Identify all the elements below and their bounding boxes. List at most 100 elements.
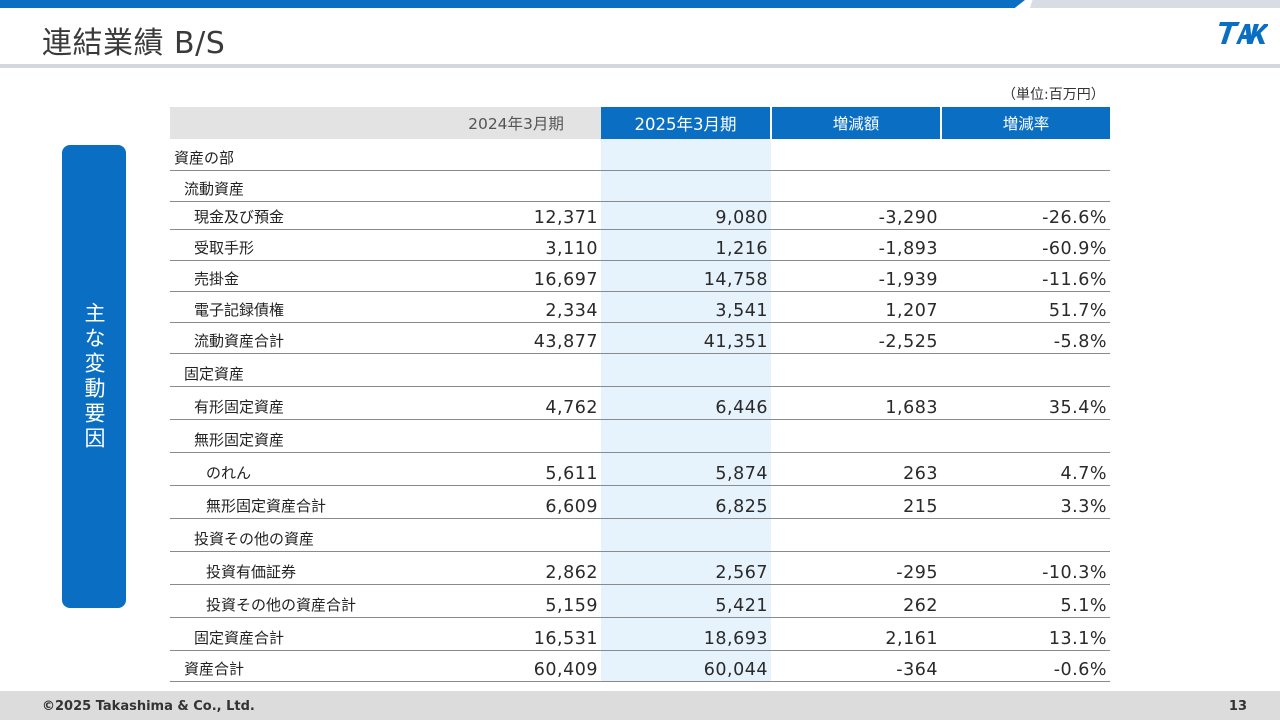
header-fy2024: 2024年3月期 (431, 107, 601, 139)
row-label: 電子記録債権 (170, 291, 431, 323)
value-change-amount: 2,161 (771, 617, 941, 651)
value-change-rate: 4.7% (941, 452, 1110, 486)
value-fy2024: 3,110 (431, 229, 601, 261)
value-fy2025 (601, 139, 771, 171)
value-fy2025: 41,351 (601, 322, 771, 354)
value-change-amount: 215 (771, 485, 941, 519)
value-change-amount (771, 518, 941, 552)
value-change-rate: 51.7% (941, 291, 1110, 323)
value-fy2025: 9,080 (601, 201, 771, 230)
table-row: 資産合計 60,409 60,044 -364 -0.6% (170, 650, 1110, 682)
value-fy2025: 2,567 (601, 551, 771, 585)
value-change-amount (771, 419, 941, 453)
table-row: 有形固定資産 4,762 6,446 1,683 35.4% (170, 386, 1110, 420)
main-factors-panel: 主な変動要因 (62, 145, 126, 608)
row-label: 固定資産合計 (170, 617, 431, 651)
top-accent-blue (0, 0, 1025, 8)
value-change-rate: -0.6% (941, 650, 1110, 682)
value-fy2025: 14,758 (601, 260, 771, 292)
table-row: 現金及び預金 12,371 9,080 -3,290 -26.6% (170, 201, 1110, 230)
header-fy2025: 2025年3月期 (601, 107, 771, 139)
value-change-amount: 263 (771, 452, 941, 486)
table-header-row: 2024年3月期 2025年3月期 増減額 増減率 (170, 107, 1110, 139)
footer: ©2025 Takashima & Co., Ltd. 13 (0, 691, 1280, 720)
unit-note: （単位:百万円） (1002, 87, 1105, 103)
value-change-amount (771, 353, 941, 387)
table-row: 流動資産 (170, 170, 1110, 202)
value-fy2024: 5,611 (431, 452, 601, 486)
value-fy2024: 4,762 (431, 386, 601, 420)
value-fy2024 (431, 419, 601, 453)
value-change-rate (941, 170, 1110, 202)
value-fy2024 (431, 353, 601, 387)
value-fy2024: 43,877 (431, 322, 601, 354)
value-fy2024: 6,609 (431, 485, 601, 519)
header-item (170, 107, 431, 139)
value-fy2025: 6,446 (601, 386, 771, 420)
value-change-rate (941, 419, 1110, 453)
value-change-rate: 13.1% (941, 617, 1110, 651)
header-change-rate: 増減率 (940, 107, 1110, 139)
row-label: 無形固定資産 (170, 419, 431, 453)
value-fy2024: 16,531 (431, 617, 601, 651)
header-change-amount: 増減額 (770, 107, 941, 139)
table-row: のれん 5,611 5,874 263 4.7% (170, 452, 1110, 486)
table-row: 受取手形 3,110 1,216 -1,893 -60.9% (170, 229, 1110, 261)
row-label: 資産合計 (170, 650, 431, 682)
value-fy2025: 5,421 (601, 584, 771, 618)
row-label: 流動資産 (170, 170, 431, 202)
table-row: 投資その他の資産 (170, 518, 1110, 552)
value-change-amount (771, 170, 941, 202)
table-row: 固定資産合計 16,531 18,693 2,161 13.1% (170, 617, 1110, 651)
table-row: 資産の部 (170, 139, 1110, 171)
value-fy2024: 60,409 (431, 650, 601, 682)
value-fy2025 (601, 518, 771, 552)
table-row: 無形固定資産 (170, 419, 1110, 453)
value-change-rate (941, 518, 1110, 552)
value-fy2025 (601, 419, 771, 453)
value-fy2025: 5,874 (601, 452, 771, 486)
row-label: 受取手形 (170, 229, 431, 261)
table-body: 資産の部 流動資産 現金及び預金 12,371 9,080 -3,290 -26.6% 受取手… (170, 139, 1110, 682)
value-change-rate: -11.6% (941, 260, 1110, 292)
value-change-rate: 35.4% (941, 386, 1110, 420)
value-change-rate: -26.6% (941, 201, 1110, 230)
table-row: 電子記録債権 2,334 3,541 1,207 51.7% (170, 291, 1110, 323)
value-change-amount: -364 (771, 650, 941, 682)
value-change-amount: -1,893 (771, 229, 941, 261)
value-change-rate (941, 139, 1110, 171)
value-change-rate: -5.8% (941, 322, 1110, 354)
row-label: 現金及び預金 (170, 201, 431, 230)
value-fy2024 (431, 518, 601, 552)
value-fy2024 (431, 139, 601, 171)
title-divider (0, 64, 1280, 68)
value-fy2024: 5,159 (431, 584, 601, 618)
value-change-rate: 5.1% (941, 584, 1110, 618)
row-label: 流動資産合計 (170, 322, 431, 354)
value-change-rate: -10.3% (941, 551, 1110, 585)
row-label: 固定資産 (170, 353, 431, 387)
value-fy2025: 1,216 (601, 229, 771, 261)
balance-sheet-table: 2024年3月期 2025年3月期 増減額 増減率 資産の部 流動資産 現金及び預金… (170, 107, 1110, 682)
table-row: 固定資産 (170, 353, 1110, 387)
table-row: 投資有価証券 2,862 2,567 -295 -10.3% (170, 551, 1110, 585)
main-factors-label: 主な変動要因 (82, 301, 106, 452)
value-fy2025: 18,693 (601, 617, 771, 651)
value-fy2024: 16,697 (431, 260, 601, 292)
value-fy2025 (601, 353, 771, 387)
value-fy2025: 6,825 (601, 485, 771, 519)
row-label: 投資その他の資産合計 (170, 584, 431, 618)
value-change-amount: -3,290 (771, 201, 941, 230)
table-row: 流動資産合計 43,877 41,351 -2,525 -5.8% (170, 322, 1110, 354)
page-number: 13 (1228, 699, 1247, 714)
row-label: 資産の部 (170, 139, 431, 171)
value-change-amount (771, 139, 941, 171)
copyright-text: ©2025 Takashima & Co., Ltd. (42, 699, 255, 714)
value-fy2024: 2,862 (431, 551, 601, 585)
row-label: 売掛金 (170, 260, 431, 292)
row-label: のれん (170, 452, 431, 486)
row-label: 投資有価証券 (170, 551, 431, 585)
value-fy2024: 12,371 (431, 201, 601, 230)
company-logo (1219, 22, 1268, 44)
value-change-rate: -60.9% (941, 229, 1110, 261)
